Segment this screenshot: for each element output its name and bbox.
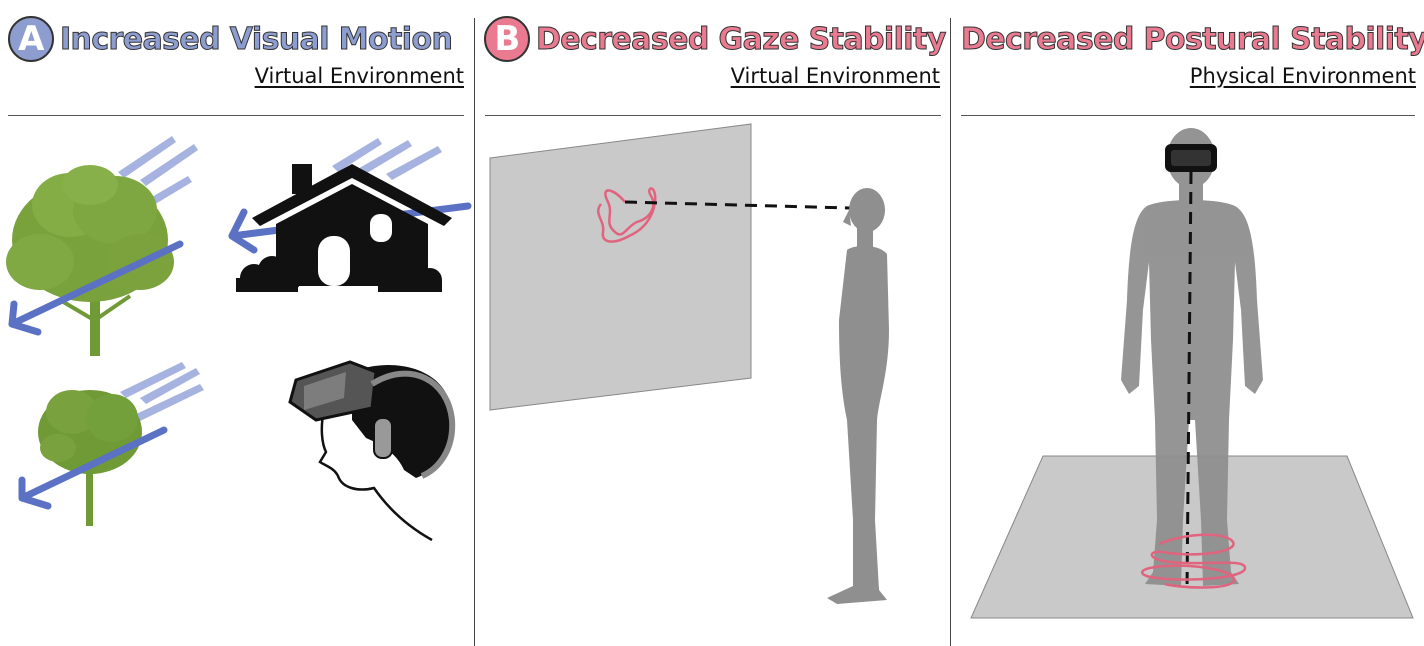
- tree-icon: [38, 390, 142, 526]
- gaze-line: [624, 200, 851, 210]
- panel-b-title: B Decreased Gaze Stability: [484, 16, 947, 62]
- panel-a-badge: A: [8, 16, 54, 62]
- panel-b-rule: [485, 115, 941, 116]
- sway-trace: [1141, 533, 1247, 589]
- panel-c-title: Decreased Postural Stability: [960, 16, 1424, 62]
- gaze-trace: [596, 187, 657, 243]
- panel-b-title-text: Decreased Gaze Stability: [536, 21, 947, 57]
- virtual-screen: [489, 123, 752, 411]
- panel-b-badge: B: [484, 16, 530, 62]
- panel-visual-motion: A Increased Visual Motion Virtual Enviro…: [0, 0, 474, 646]
- panel-b-illustration: [489, 123, 889, 604]
- panel-b-subtitle: Virtual Environment: [730, 64, 940, 88]
- panel-a-title: A Increased Visual Motion: [8, 16, 453, 62]
- panel-gaze-stability: B Decreased Gaze Stability Virtual Envir…: [475, 0, 950, 646]
- panel-a-subtitle: Virtual Environment: [254, 64, 464, 88]
- panel-c-subtitle: Physical Environment: [1189, 64, 1416, 88]
- panel-a-illustration: [6, 136, 472, 542]
- vr-headset-icon: [1165, 144, 1217, 172]
- vr-headset-user-icon: [288, 360, 456, 542]
- panel-divider-right: [950, 18, 951, 646]
- panel-postural-stability: Decreased Postural Stability Physical En…: [951, 0, 1424, 646]
- panel-a-rule: [8, 115, 464, 116]
- panel-a-title-text: Increased Visual Motion: [59, 21, 453, 57]
- panel-c-title-text: Decreased Postural Stability: [960, 21, 1424, 57]
- floor-plane: [970, 455, 1414, 619]
- panel-c-illustration: [970, 128, 1414, 619]
- human-silhouette-icon: [827, 188, 889, 604]
- panel-c-rule: [961, 115, 1415, 116]
- house-icon: [236, 164, 452, 292]
- motion-trails: [118, 136, 442, 422]
- center-of-mass-line: [1185, 171, 1193, 591]
- panel-divider-left: [474, 18, 475, 646]
